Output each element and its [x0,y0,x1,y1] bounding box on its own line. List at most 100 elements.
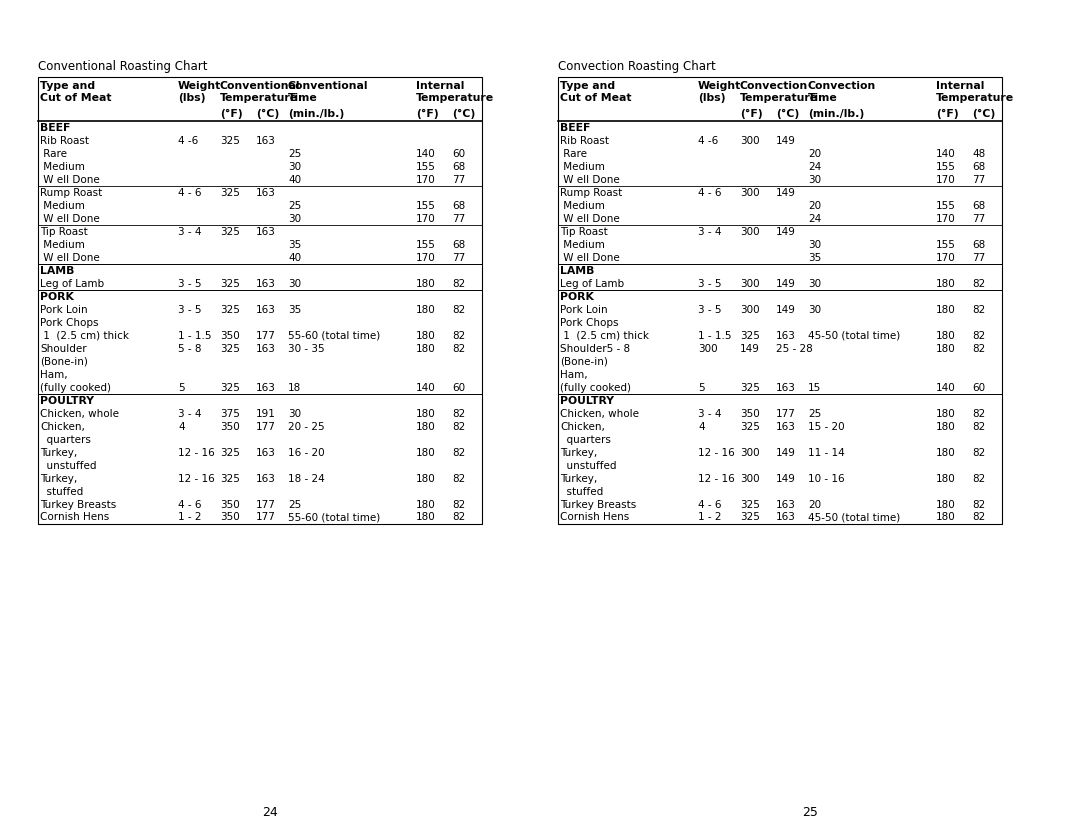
Text: Conventional
Temperature: Conventional Temperature [220,82,300,103]
Text: 24: 24 [808,162,821,172]
Text: Medium: Medium [40,162,85,172]
Text: Medium: Medium [40,200,85,210]
Text: 1 - 2: 1 - 2 [698,513,721,522]
Text: Medium: Medium [561,200,605,210]
Text: Rib Roast: Rib Roast [40,135,89,145]
Text: 155: 155 [416,162,436,172]
Text: 180: 180 [936,421,956,431]
Text: 350: 350 [220,330,240,340]
Text: Chicken, whole: Chicken, whole [561,409,639,419]
Text: 30: 30 [288,409,301,419]
Text: 24: 24 [808,214,821,224]
Text: LAMB: LAMB [40,265,75,275]
Text: 30: 30 [808,239,821,249]
Text: (°F): (°F) [220,109,243,119]
Text: (fully cooked): (fully cooked) [40,383,111,393]
Text: (°F): (°F) [740,109,762,119]
Text: 18: 18 [288,383,301,393]
Text: 300: 300 [740,188,759,198]
Text: 180: 180 [416,474,435,484]
Text: 180: 180 [416,421,435,431]
Text: 325: 325 [740,500,760,510]
Text: 3 - 5: 3 - 5 [698,304,721,314]
Text: 163: 163 [256,344,275,354]
Text: stuffed: stuffed [40,486,83,496]
Text: Pork Chops: Pork Chops [40,318,98,328]
Text: 180: 180 [416,409,435,419]
Text: Chicken,: Chicken, [40,421,85,431]
Text: PORK: PORK [561,292,594,302]
Text: 180: 180 [936,474,956,484]
Text: Convection
Temperature: Convection Temperature [740,82,819,103]
Text: unstuffed: unstuffed [561,460,617,470]
Text: unstuffed: unstuffed [40,460,96,470]
Text: Medium: Medium [561,162,605,172]
Text: 77: 77 [453,253,465,263]
Text: 1  (2.5 cm) thick: 1 (2.5 cm) thick [40,330,129,340]
Text: 155: 155 [416,239,436,249]
Text: 325: 325 [220,474,240,484]
Text: Conventional Roasting Chart: Conventional Roasting Chart [38,60,207,73]
Text: Medium: Medium [40,239,85,249]
Text: 300: 300 [698,344,717,354]
Text: 60: 60 [453,383,465,393]
Text: 82: 82 [453,344,465,354]
Text: POULTRY: POULTRY [561,395,615,405]
Bar [38,77,482,524]
Text: (min./lb.): (min./lb.) [288,109,345,119]
Text: Chicken, whole: Chicken, whole [40,409,119,419]
Text: 3 - 4: 3 - 4 [698,227,721,237]
Text: 68: 68 [972,239,985,249]
Text: 68: 68 [972,200,985,210]
Text: Leg of Lamb: Leg of Lamb [40,279,104,289]
Text: Convection
Time: Convection Time [808,82,876,103]
Text: 68: 68 [453,239,465,249]
Text: 177: 177 [256,330,275,340]
Text: 163: 163 [777,500,796,510]
Text: Ham,: Ham, [561,369,588,379]
Text: 82: 82 [972,448,985,458]
Text: 4 - 6: 4 - 6 [698,188,721,198]
Text: 82: 82 [453,279,465,289]
Text: (min./lb.): (min./lb.) [808,109,864,119]
Text: Turkey,: Turkey, [561,448,597,458]
Text: Weight
(lbs): Weight (lbs) [698,82,741,103]
Text: 55-60 (total time): 55-60 (total time) [288,330,380,340]
Text: Shoulder5 - 8: Shoulder5 - 8 [561,344,630,354]
Text: 4: 4 [178,421,185,431]
Text: 4 -6: 4 -6 [178,135,199,145]
Text: 140: 140 [416,383,435,393]
Text: 3 - 4: 3 - 4 [698,409,721,419]
Text: 300: 300 [740,227,759,237]
Text: 149: 149 [740,344,760,354]
Text: 177: 177 [256,500,275,510]
Text: 16 - 20: 16 - 20 [288,448,325,458]
Text: 82: 82 [453,513,465,522]
Text: 140: 140 [936,383,956,393]
Text: 30: 30 [288,279,301,289]
Text: 77: 77 [453,214,465,224]
Text: 68: 68 [972,162,985,172]
Text: Rump Roast: Rump Roast [561,188,622,198]
Text: 77: 77 [972,174,985,184]
Text: 180: 180 [416,513,435,522]
Text: 82: 82 [972,344,985,354]
Text: 30 - 35: 30 - 35 [288,344,325,354]
Text: 1 - 1.5: 1 - 1.5 [698,330,731,340]
Text: W ell Done: W ell Done [40,214,99,224]
Text: 163: 163 [777,421,796,431]
Text: 350: 350 [740,409,759,419]
Text: BEEF: BEEF [40,123,70,133]
Text: 325: 325 [220,227,240,237]
Text: 325: 325 [740,513,760,522]
Text: Rib Roast: Rib Roast [561,135,609,145]
Text: Turkey,: Turkey, [40,474,78,484]
Text: Internal
Temperature: Internal Temperature [416,82,495,103]
Text: 350: 350 [220,421,240,431]
Text: 180: 180 [936,500,956,510]
Text: 20: 20 [808,148,821,158]
Text: 24: 24 [262,806,278,818]
Text: 140: 140 [936,148,956,158]
Text: 163: 163 [777,513,796,522]
Text: 1 - 1.5: 1 - 1.5 [178,330,212,340]
